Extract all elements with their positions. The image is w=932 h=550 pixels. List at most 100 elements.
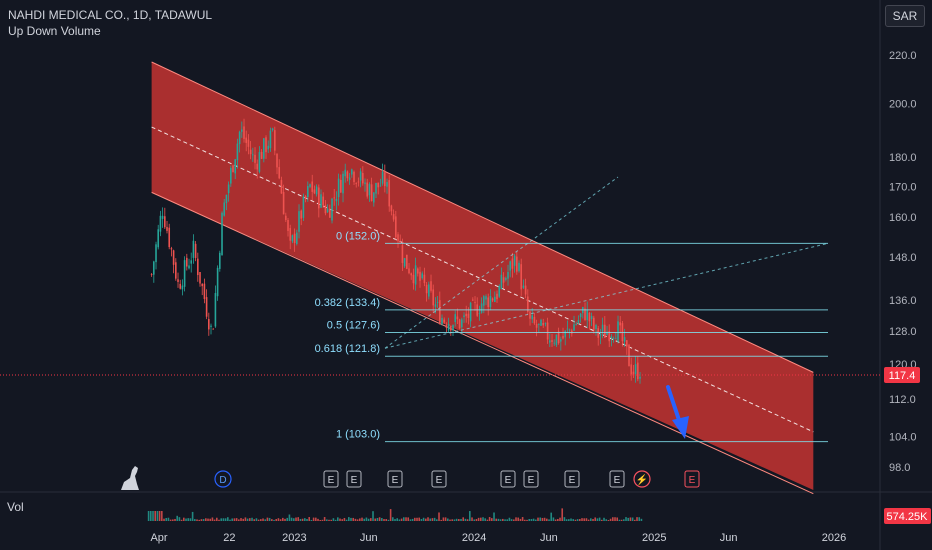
candle-body bbox=[157, 229, 160, 248]
candle-body bbox=[434, 304, 437, 307]
event-marker-shape[interactable] bbox=[564, 470, 580, 488]
candle-body bbox=[593, 317, 595, 330]
candle-body bbox=[355, 183, 358, 184]
candle-body bbox=[208, 319, 210, 330]
event-marker-earnings-upcoming[interactable]: E bbox=[684, 470, 700, 488]
channel-upper-line[interactable] bbox=[151, 61, 814, 373]
candle-body bbox=[287, 220, 289, 231]
volume-bar bbox=[539, 517, 542, 521]
arrow-shaft[interactable] bbox=[666, 385, 682, 425]
fib-trendline-upper[interactable] bbox=[384, 176, 619, 349]
event-marker-earnings[interactable]: E bbox=[431, 470, 447, 488]
event-marker-shape[interactable] bbox=[684, 470, 700, 488]
volume-bar bbox=[565, 519, 568, 521]
volume-bar bbox=[491, 518, 493, 521]
price-tick-label: 180.0 bbox=[889, 152, 917, 164]
event-marker-earnings[interactable]: E bbox=[323, 470, 339, 488]
volume-bar bbox=[629, 517, 632, 521]
trend-arrow[interactable] bbox=[666, 385, 689, 439]
volume-bar bbox=[601, 519, 603, 521]
volume-bar bbox=[420, 519, 423, 521]
candle-body bbox=[626, 340, 628, 347]
candle-body bbox=[617, 321, 619, 342]
price-tick-label: 220.0 bbox=[889, 50, 917, 62]
volume-bar bbox=[484, 518, 487, 521]
candle-body bbox=[549, 340, 551, 343]
candle-body bbox=[258, 152, 261, 172]
volume-bar bbox=[411, 518, 414, 521]
volume-bar bbox=[216, 517, 218, 521]
event-marker-earnings[interactable]: E bbox=[523, 470, 539, 488]
candle-body bbox=[348, 177, 351, 180]
candle-body bbox=[230, 167, 232, 184]
indicator-label[interactable]: Up Down Volume bbox=[8, 24, 101, 38]
time-tick-label: Apr bbox=[150, 532, 167, 544]
regression-channel[interactable] bbox=[151, 61, 814, 495]
fib-trendline-lower[interactable] bbox=[384, 242, 829, 349]
candle-body bbox=[362, 173, 364, 184]
event-marker-shape[interactable] bbox=[214, 470, 232, 488]
candle-body bbox=[623, 337, 626, 342]
arrow-head[interactable] bbox=[672, 416, 689, 439]
event-marker-earnings[interactable]: E bbox=[346, 470, 362, 488]
event-marker-earnings[interactable]: E bbox=[564, 470, 580, 488]
candle-body bbox=[568, 329, 571, 331]
candle-body bbox=[344, 169, 347, 177]
candle-body bbox=[161, 215, 164, 219]
volume-bar bbox=[513, 519, 515, 521]
volume-bar bbox=[277, 518, 280, 521]
candle-body bbox=[155, 244, 157, 263]
volume-bar bbox=[290, 517, 293, 521]
candle-body bbox=[232, 165, 234, 172]
volume-bar bbox=[174, 518, 176, 521]
volume-bar bbox=[341, 519, 344, 521]
candle-body bbox=[458, 319, 461, 329]
volume-bar bbox=[321, 519, 324, 521]
candle-body bbox=[529, 311, 531, 319]
time-axis[interactable]: Apr 22 2023 Jun 2024 Jun 2025 Jun 2026 bbox=[150, 532, 846, 544]
volume-bar bbox=[462, 517, 465, 521]
candle-body bbox=[373, 192, 375, 203]
currency-button[interactable]: SAR bbox=[885, 5, 925, 27]
event-marker-shape[interactable] bbox=[633, 470, 651, 488]
volume-bar bbox=[282, 517, 284, 521]
event-marker-shape[interactable] bbox=[609, 470, 625, 488]
event-marker-earnings[interactable]: E bbox=[609, 470, 625, 488]
event-marker-shape[interactable] bbox=[523, 470, 539, 488]
volume-bar bbox=[183, 517, 185, 521]
candle-body bbox=[564, 330, 567, 338]
channel-lower-line[interactable] bbox=[151, 191, 814, 495]
event-marker-earnings[interactable]: E bbox=[500, 470, 516, 488]
fibonacci-retracement[interactable]: 0 (152.0) 0.382 (133.4) 0.5 (127.6) 0.618 (… bbox=[315, 176, 829, 443]
candle-body bbox=[252, 154, 254, 156]
volume-bar bbox=[165, 517, 168, 521]
candle-body bbox=[181, 285, 184, 290]
event-marker-shape[interactable] bbox=[387, 470, 403, 488]
volume-bar bbox=[524, 519, 526, 521]
event-markers[interactable]: D E E E E E E E E ⚡ E bbox=[214, 470, 700, 488]
event-marker-shape[interactable] bbox=[323, 470, 339, 488]
candle-body bbox=[403, 258, 406, 267]
channel-midline[interactable] bbox=[151, 126, 814, 433]
volume-bar bbox=[176, 515, 179, 521]
candle-body bbox=[573, 324, 575, 331]
candle-body bbox=[619, 322, 622, 326]
event-marker-shape[interactable] bbox=[346, 470, 362, 488]
volume-bar bbox=[592, 519, 594, 521]
candle-body bbox=[430, 281, 432, 291]
volume-bar bbox=[579, 519, 581, 521]
event-marker-dividend[interactable]: D bbox=[214, 470, 232, 488]
candle-body bbox=[298, 211, 300, 232]
candle-body bbox=[527, 296, 529, 312]
last-price-badge[interactable] bbox=[884, 366, 920, 383]
event-marker-shape[interactable] bbox=[500, 470, 516, 488]
candle-body bbox=[186, 257, 188, 267]
event-marker-shape[interactable] bbox=[431, 470, 447, 488]
price-tick-label: 136.0 bbox=[889, 295, 917, 307]
volume-bar bbox=[253, 519, 256, 521]
event-marker-earnings[interactable]: E bbox=[387, 470, 403, 488]
event-marker-split[interactable]: ⚡ bbox=[633, 470, 651, 488]
candle-body bbox=[384, 172, 386, 187]
